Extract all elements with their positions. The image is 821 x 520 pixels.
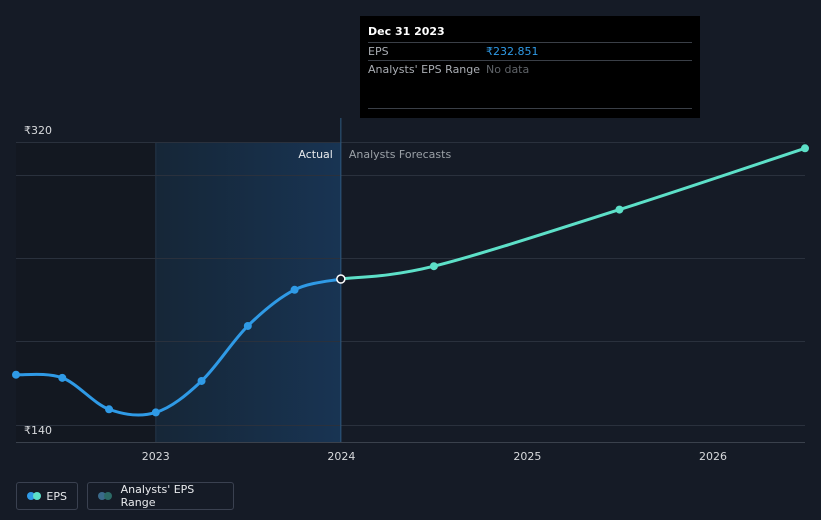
- actual-period-band: [155, 142, 341, 442]
- eps-legend-icon: [27, 492, 41, 500]
- eps-actual-point-3: [151, 408, 160, 417]
- tooltip-divider: [368, 108, 692, 109]
- tooltip-date: Dec 31 2023: [368, 25, 445, 38]
- tooltip-range-value: No data: [486, 63, 530, 76]
- eps-range-legend-icon: [98, 492, 113, 500]
- eps-actual-line: [14, 277, 343, 417]
- actual-region-label: Actual: [298, 148, 332, 161]
- hover-tooltip: Dec 31 2023 EPS ₹232.851 Analysts' EPS R…: [360, 16, 700, 118]
- legend-label-eps-range: Analysts' EPS Range: [120, 483, 195, 509]
- tooltip-range-row: Analysts' EPS Range No data: [368, 60, 692, 78]
- tooltip-eps-label: EPS: [368, 45, 389, 58]
- eps-actual-point-5: [243, 321, 252, 330]
- eps-actual-point-4: [197, 376, 206, 385]
- y-tick-label-top: ₹320: [24, 124, 52, 137]
- legend-item-eps[interactable]: EPS: [16, 482, 78, 510]
- eps-forecast-point-1: [429, 262, 438, 271]
- legend-item-eps-range[interactable]: Analysts' EPS Range: [87, 482, 234, 510]
- legend-label-eps: EPS: [46, 489, 67, 503]
- forecast-region-label: Analysts Forecasts: [349, 148, 452, 161]
- x-tick-label-2023: 2023: [142, 450, 170, 463]
- eps-actual-point-6: [290, 285, 299, 294]
- eps-actual-point-2: [105, 405, 114, 414]
- tooltip-eps-value: ₹232.851: [486, 45, 539, 58]
- tooltip-range-label: Analysts' EPS Range: [368, 63, 481, 76]
- tooltip-eps-row: EPS ₹232.851: [368, 42, 692, 60]
- eps-forecast-point-3: [801, 144, 809, 153]
- x-tick-label-2025: 2025: [513, 450, 541, 463]
- y-tick-label-bottom: ₹140: [24, 424, 52, 437]
- eps-forecast-point-2: [615, 205, 624, 214]
- eps-actual-point-0: [12, 370, 20, 379]
- x-tick-label-2026: 2026: [699, 450, 727, 463]
- x-tick-label-2024: 2024: [327, 450, 355, 463]
- highlighted-eps-point: [336, 274, 346, 284]
- eps-actual-point-1: [58, 373, 67, 382]
- eps-forecast-line: [339, 146, 807, 281]
